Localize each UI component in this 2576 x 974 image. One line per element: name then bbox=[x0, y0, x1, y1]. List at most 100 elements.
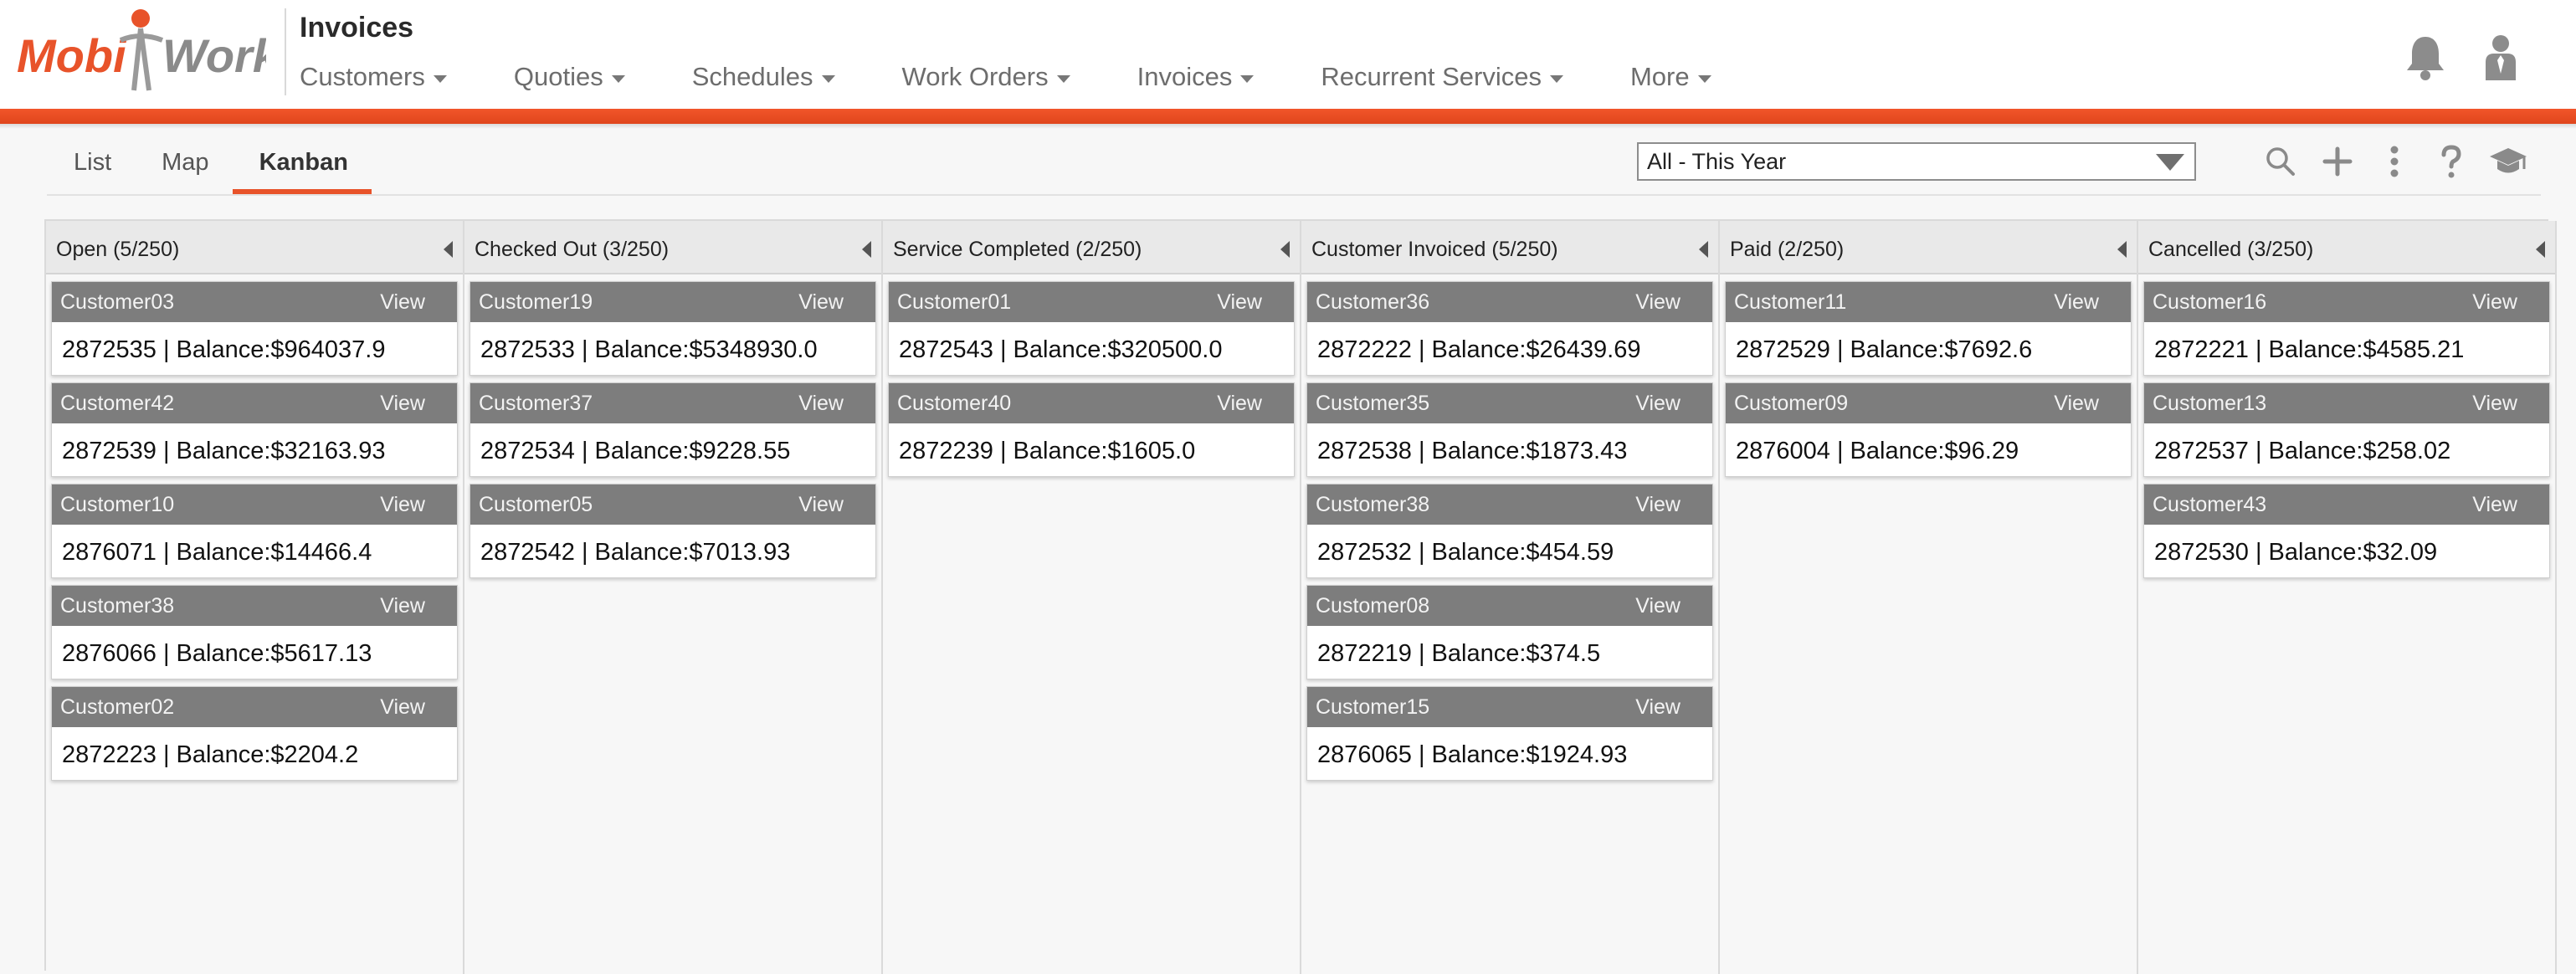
kanban-card[interactable]: Customer11 View 2872529 | Balance:$7692.6 bbox=[1725, 281, 2132, 376]
kanban-column-header[interactable]: Service Completed (2/250) bbox=[883, 221, 1300, 274]
kanban-card[interactable]: Customer42 View 2872539 | Balance:$32163.9… bbox=[51, 382, 458, 477]
card-view-link[interactable]: View bbox=[1635, 391, 1681, 415]
kanban-card-header: Customer42 View bbox=[52, 383, 457, 423]
card-customer-name: Customer37 bbox=[479, 391, 593, 415]
kanban-column-title: Open (5/250) bbox=[56, 238, 180, 261]
main-nav: Customers Quoties Schedules Work Orders … bbox=[300, 60, 1711, 94]
more-vert-icon[interactable] bbox=[2373, 141, 2415, 182]
kanban-card[interactable]: Customer09 View 2876004 | Balance:$96.29 bbox=[1725, 382, 2132, 477]
mobiwork-logo[interactable]: Mobi Work bbox=[15, 7, 266, 94]
nav-quoties[interactable]: Quoties bbox=[514, 62, 625, 92]
card-customer-name: Customer35 bbox=[1316, 391, 1430, 415]
card-customer-name: Customer08 bbox=[1316, 593, 1430, 618]
kanban-card-header: Customer11 View bbox=[1726, 282, 2131, 322]
nav-invoices[interactable]: Invoices bbox=[1137, 62, 1255, 92]
kanban-column-header[interactable]: Paid (2/250) bbox=[1720, 221, 2137, 274]
kanban-column-header[interactable]: Checked Out (3/250) bbox=[464, 221, 881, 274]
card-view-link[interactable]: View bbox=[2472, 290, 2517, 314]
graduation-cap-icon[interactable] bbox=[2487, 141, 2529, 182]
kanban-card[interactable]: Customer13 View 2872537 | Balance:$258.02 bbox=[2143, 382, 2550, 477]
card-view-link[interactable]: View bbox=[1217, 290, 1262, 314]
card-view-link[interactable]: View bbox=[1635, 695, 1681, 719]
kanban-column-title: Customer Invoiced (5/250) bbox=[1311, 238, 1558, 261]
nav-work-orders[interactable]: Work Orders bbox=[902, 62, 1070, 92]
kanban-column-header[interactable]: Customer Invoiced (5/250) bbox=[1301, 221, 1718, 274]
kanban-card[interactable]: Customer02 View 2872223 | Balance:$2204.2 bbox=[51, 686, 458, 781]
kanban-card-header: Customer02 View bbox=[52, 687, 457, 727]
kanban-card[interactable]: Customer16 View 2872221 | Balance:$4585.21 bbox=[2143, 281, 2550, 376]
help-icon[interactable] bbox=[2430, 141, 2472, 182]
search-icon[interactable] bbox=[2260, 141, 2301, 182]
kanban-card[interactable]: Customer05 View 2872542 | Balance:$7013.93 bbox=[470, 484, 876, 578]
card-view-link[interactable]: View bbox=[2472, 492, 2517, 516]
collapse-left-icon[interactable] bbox=[1699, 241, 1708, 258]
card-invoice-info: 2872537 | Balance:$258.02 bbox=[2154, 438, 2451, 464]
card-customer-name: Customer13 bbox=[2153, 391, 2267, 415]
card-view-link[interactable]: View bbox=[1635, 492, 1681, 516]
card-view-link[interactable]: View bbox=[380, 290, 425, 314]
nav-label: Work Orders bbox=[901, 62, 1049, 91]
nav-recurrent-services[interactable]: Recurrent Services bbox=[1321, 62, 1563, 92]
kanban-column: Checked Out (3/250) Customer19 View 2872533… bbox=[464, 221, 883, 974]
card-view-link[interactable]: View bbox=[2472, 391, 2517, 415]
kanban-card[interactable]: Customer40 View 2872239 | Balance:$1605.0 bbox=[888, 382, 1295, 477]
nav-more[interactable]: More bbox=[1630, 62, 1711, 92]
kanban-card[interactable]: Customer15 View 2876065 | Balance:$1924.93 bbox=[1306, 686, 1713, 781]
collapse-left-icon[interactable] bbox=[444, 241, 453, 258]
nav-customers[interactable]: Customers bbox=[300, 62, 447, 92]
kanban-card[interactable]: Customer08 View 2872219 | Balance:$374.5 bbox=[1306, 585, 1713, 679]
chevron-down-icon bbox=[821, 74, 835, 83]
kanban-card[interactable]: Customer37 View 2872534 | Balance:$9228.55 bbox=[470, 382, 876, 477]
user-icon[interactable] bbox=[2476, 32, 2526, 82]
collapse-left-icon[interactable] bbox=[862, 241, 871, 258]
period-filter-select[interactable]: All - This Year bbox=[1637, 142, 2196, 181]
kanban-column-header[interactable]: Cancelled (3/250) bbox=[2138, 221, 2555, 274]
kanban-card-header: Customer43 View bbox=[2144, 484, 2549, 525]
card-customer-name: Customer36 bbox=[1316, 290, 1430, 314]
tab-kanban[interactable]: Kanban bbox=[232, 134, 372, 194]
kanban-card[interactable]: Customer19 View 2872533 | Balance:$5348930… bbox=[470, 281, 876, 376]
bell-icon[interactable] bbox=[2400, 32, 2450, 82]
card-view-link[interactable]: View bbox=[1635, 593, 1681, 618]
nav-label: Customers bbox=[300, 62, 425, 91]
card-view-link[interactable]: View bbox=[380, 391, 425, 415]
kanban-column-header[interactable]: Open (5/250) bbox=[46, 221, 463, 274]
card-view-link[interactable]: View bbox=[798, 492, 844, 516]
kanban-card[interactable]: Customer36 View 2872222 | Balance:$26439.6… bbox=[1306, 281, 1713, 376]
card-view-link[interactable]: View bbox=[380, 492, 425, 516]
kanban-card[interactable]: Customer01 View 2872543 | Balance:$320500.… bbox=[888, 281, 1295, 376]
card-view-link[interactable]: View bbox=[380, 695, 425, 719]
kanban-card[interactable]: Customer38 View 2876066 | Balance:$5617.13 bbox=[51, 585, 458, 679]
card-view-link[interactable]: View bbox=[798, 391, 844, 415]
card-view-link[interactable]: View bbox=[1635, 290, 1681, 314]
kanban-column: Service Completed (2/250) Customer01 View 2… bbox=[883, 221, 1301, 974]
kanban-card-header: Customer08 View bbox=[1307, 586, 1712, 626]
plus-icon[interactable] bbox=[2317, 141, 2358, 182]
kanban-card[interactable]: Customer10 View 2876071 | Balance:$14466.4 bbox=[51, 484, 458, 578]
kanban-card[interactable]: Customer35 View 2872538 | Balance:$1873.43 bbox=[1306, 382, 1713, 477]
card-view-link[interactable]: View bbox=[1217, 391, 1262, 415]
card-customer-name: Customer03 bbox=[60, 290, 175, 314]
card-view-link[interactable]: View bbox=[380, 593, 425, 618]
card-customer-name: Customer10 bbox=[60, 492, 175, 516]
kanban-column-title: Checked Out (3/250) bbox=[475, 238, 670, 261]
kanban-card-header: Customer01 View bbox=[889, 282, 1294, 322]
card-customer-name: Customer15 bbox=[1316, 695, 1430, 719]
card-view-link[interactable]: View bbox=[798, 290, 844, 314]
card-view-link[interactable]: View bbox=[2054, 290, 2099, 314]
card-customer-name: Customer16 bbox=[2153, 290, 2267, 314]
collapse-left-icon[interactable] bbox=[1280, 241, 1290, 258]
tab-list[interactable]: List bbox=[74, 149, 112, 176]
kanban-column-title: Cancelled (3/250) bbox=[2148, 238, 2314, 261]
kanban-card[interactable]: Customer38 View 2872532 | Balance:$454.59 bbox=[1306, 484, 1713, 578]
chevron-down-icon bbox=[2156, 154, 2184, 171]
page-title: Invoices bbox=[300, 12, 414, 44]
tab-map[interactable]: Map bbox=[162, 149, 209, 176]
card-view-link[interactable]: View bbox=[2054, 391, 2099, 415]
kanban-card[interactable]: Customer43 View 2872530 | Balance:$32.09 bbox=[2143, 484, 2550, 578]
header-actions bbox=[2400, 32, 2526, 82]
nav-schedules[interactable]: Schedules bbox=[692, 62, 835, 92]
kanban-card[interactable]: Customer03 View 2872535 | Balance:$964037.… bbox=[51, 281, 458, 376]
collapse-left-icon[interactable] bbox=[2536, 241, 2545, 258]
collapse-left-icon[interactable] bbox=[2117, 241, 2127, 258]
